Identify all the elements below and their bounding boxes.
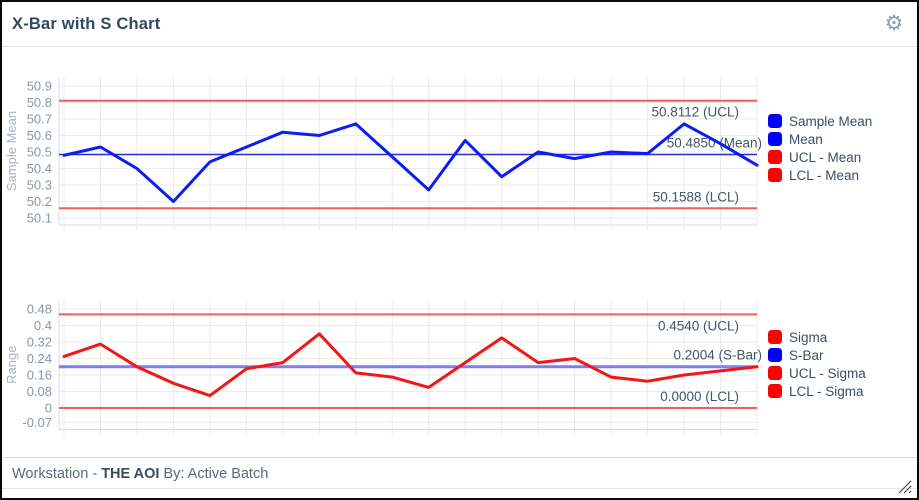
legend-swatch-icon	[768, 168, 782, 182]
y-tick-label: 50.4	[27, 161, 52, 176]
header: X-Bar with S Chart ⚙	[2, 2, 917, 47]
legend-swatch-icon	[768, 330, 782, 344]
resize-grip-icon[interactable]	[896, 478, 912, 494]
page-title: X-Bar with S Chart	[12, 15, 161, 33]
legend-swatch-icon	[768, 132, 782, 146]
y-tick-label: 0.48	[27, 302, 52, 317]
sigma-chart-canvas[interactable]: 0.480.4 0.320.24 0.160.08 0-0.07 Range 0.4540…	[2, 292, 762, 452]
control-limit-annotation: 50.4850 (Mean)	[667, 136, 762, 151]
gear-icon: ⚙	[884, 12, 904, 35]
legend-swatch-icon	[768, 366, 782, 380]
sigma-chart-legend: Sigma S-Bar UCL - Sigma LCL - Sigma	[768, 328, 917, 400]
legend-label: Mean	[789, 131, 823, 147]
bottom-scrollbar-strip	[2, 480, 917, 498]
y-tick-label: 50.2	[27, 194, 52, 209]
legend-swatch-icon	[768, 114, 782, 128]
settings-button[interactable]: ⚙	[879, 9, 909, 39]
y-tick-label: 0.08	[27, 384, 52, 399]
control-limit-annotation: 50.8112 (UCL)	[651, 105, 739, 120]
data-series-line	[62, 332, 759, 398]
y-axis-label: Range	[4, 346, 19, 384]
data-series-line	[62, 122, 759, 203]
legend-item[interactable]: LCL - Mean	[768, 166, 917, 184]
legend-label: LCL - Mean	[789, 167, 860, 183]
y-tick-label: 0	[45, 401, 52, 416]
y-axis-label: Sample Mean	[4, 111, 19, 191]
legend-item[interactable]: UCL - Sigma	[768, 364, 917, 382]
control-limit-annotation: 0.0000 (LCL)	[660, 389, 739, 404]
y-tick-label: 0.32	[27, 335, 52, 350]
legend-item[interactable]: Sigma	[768, 328, 917, 346]
y-tick-label: 50.8	[27, 95, 52, 110]
y-tick-label: -0.07	[22, 415, 52, 430]
legend-swatch-icon	[768, 384, 782, 398]
y-tick-label: 50.7	[27, 112, 52, 127]
legend-swatch-icon	[768, 348, 782, 362]
legend-label: LCL - Sigma	[789, 383, 864, 399]
legend-label: Sigma	[789, 329, 828, 345]
workstation-name: THE AOI	[101, 466, 160, 482]
control-limit-annotation: 0.2004 (S-Bar)	[673, 348, 762, 363]
legend-item[interactable]: LCL - Sigma	[768, 382, 917, 400]
control-limit-annotation: 0.4540 (UCL)	[658, 318, 739, 333]
y-tick-label: 50.3	[27, 178, 52, 193]
legend-swatch-icon	[768, 150, 782, 164]
y-tick-label: 50.9	[27, 79, 52, 94]
y-tick-label: 0.4	[34, 318, 52, 333]
y-tick-label: 50.5	[27, 145, 52, 160]
control-limit-annotation: 50.1588 (LCL)	[653, 189, 739, 204]
legend-item[interactable]: Mean	[768, 130, 917, 148]
legend-item[interactable]: Sample Mean	[768, 112, 917, 130]
footer-prefix: Workstation -	[12, 466, 102, 482]
y-tick-label: 0.16	[27, 368, 52, 383]
y-tick-label: 50.6	[27, 128, 52, 143]
footer: Workstation - THE AOI By: Active Batch	[2, 457, 917, 489]
legend-item[interactable]: S-Bar	[768, 346, 917, 364]
xbar-chart-legend: Sample Mean Mean UCL - Mean LCL - Mean	[768, 112, 917, 184]
y-tick-label: 0.24	[27, 351, 52, 366]
legend-label: UCL - Sigma	[789, 365, 866, 381]
footer-suffix: By: Active Batch	[159, 466, 269, 482]
xbar-chart[interactable]: 50.9 50.8 50.7 50.6 50.5 50.4 50.3 50.2 50.1 Samp…	[2, 67, 762, 242]
legend-label: S-Bar	[789, 347, 824, 363]
xbar-chart-canvas[interactable]: 50.950.8 50.750.6 50.550.4 50.350.2 50.1 Samp…	[2, 67, 762, 242]
legend-item[interactable]: UCL - Mean	[768, 148, 917, 166]
y-tick-label: 50.1	[27, 211, 52, 226]
sigma-chart[interactable]: 0.48 0.4 0.32 0.24 0.16 0.08 0 -0.07 Range 0.4540…	[2, 292, 762, 452]
legend-label: Sample Mean	[789, 113, 873, 129]
legend-label: UCL - Mean	[789, 149, 862, 165]
